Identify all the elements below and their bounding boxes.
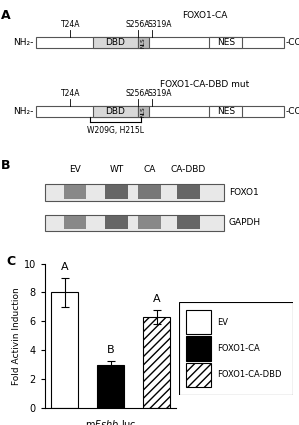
Bar bbox=[138, 37, 149, 48]
Text: NLS: NLS bbox=[141, 37, 146, 48]
Bar bbox=[186, 336, 211, 361]
Text: A: A bbox=[61, 262, 68, 272]
Text: DBD: DBD bbox=[105, 38, 125, 47]
Text: A: A bbox=[153, 294, 161, 304]
Text: B: B bbox=[1, 159, 10, 172]
Text: C: C bbox=[6, 255, 15, 268]
Text: NH₂-: NH₂- bbox=[13, 38, 33, 47]
Text: FOXO1-CA: FOXO1-CA bbox=[217, 344, 260, 353]
Text: DBD: DBD bbox=[105, 107, 125, 116]
Bar bbox=[97, 365, 124, 408]
Bar bbox=[106, 185, 128, 199]
Text: S256A: S256A bbox=[126, 89, 150, 98]
Bar bbox=[63, 185, 86, 199]
Text: T24A: T24A bbox=[60, 20, 80, 29]
Text: S319A: S319A bbox=[148, 20, 172, 29]
Text: EV: EV bbox=[69, 165, 81, 174]
Bar bbox=[63, 216, 86, 229]
Bar bbox=[106, 216, 128, 229]
Text: B: B bbox=[107, 345, 115, 355]
Text: FOXO1-CA-DBD: FOXO1-CA-DBD bbox=[217, 370, 281, 379]
Text: NES: NES bbox=[217, 38, 235, 47]
Bar bbox=[186, 363, 211, 387]
Bar bbox=[177, 185, 200, 199]
Bar bbox=[138, 216, 161, 229]
Text: -COOH: -COOH bbox=[286, 107, 299, 116]
Text: W209G, H215L: W209G, H215L bbox=[87, 125, 144, 134]
Text: FOXO1-CA-DBD mut: FOXO1-CA-DBD mut bbox=[160, 80, 249, 89]
Text: GAPDH: GAPDH bbox=[229, 218, 261, 227]
Text: FOXO1-CA: FOXO1-CA bbox=[182, 11, 228, 20]
Bar bbox=[186, 310, 211, 334]
Text: S319A: S319A bbox=[148, 89, 172, 98]
Bar bbox=[143, 317, 170, 408]
Bar bbox=[138, 105, 149, 117]
Bar bbox=[93, 105, 138, 117]
Text: FOXO1: FOXO1 bbox=[229, 188, 258, 197]
Bar bbox=[45, 215, 224, 230]
Text: S256A: S256A bbox=[126, 20, 150, 29]
Text: CA-DBD: CA-DBD bbox=[171, 165, 206, 174]
Bar bbox=[51, 292, 78, 408]
Bar bbox=[36, 37, 284, 48]
Bar bbox=[93, 37, 138, 48]
Text: T24A: T24A bbox=[60, 89, 80, 98]
Bar bbox=[209, 37, 242, 48]
Text: NH₂-: NH₂- bbox=[13, 107, 33, 116]
Text: WT: WT bbox=[109, 165, 124, 174]
Bar bbox=[138, 185, 161, 199]
Y-axis label: Fold Activin Induction: Fold Activin Induction bbox=[12, 287, 21, 385]
Text: NLS: NLS bbox=[141, 106, 146, 117]
Bar bbox=[177, 216, 200, 229]
Text: -COOH: -COOH bbox=[286, 38, 299, 47]
Text: CA: CA bbox=[143, 165, 156, 174]
Bar bbox=[36, 105, 284, 117]
Bar bbox=[45, 184, 224, 201]
Text: m$\it{Fshb}$-luc: m$\it{Fshb}$-luc bbox=[85, 418, 136, 425]
Text: NES: NES bbox=[217, 107, 235, 116]
Text: EV: EV bbox=[217, 318, 228, 327]
Bar bbox=[209, 105, 242, 117]
Text: A: A bbox=[1, 9, 10, 22]
